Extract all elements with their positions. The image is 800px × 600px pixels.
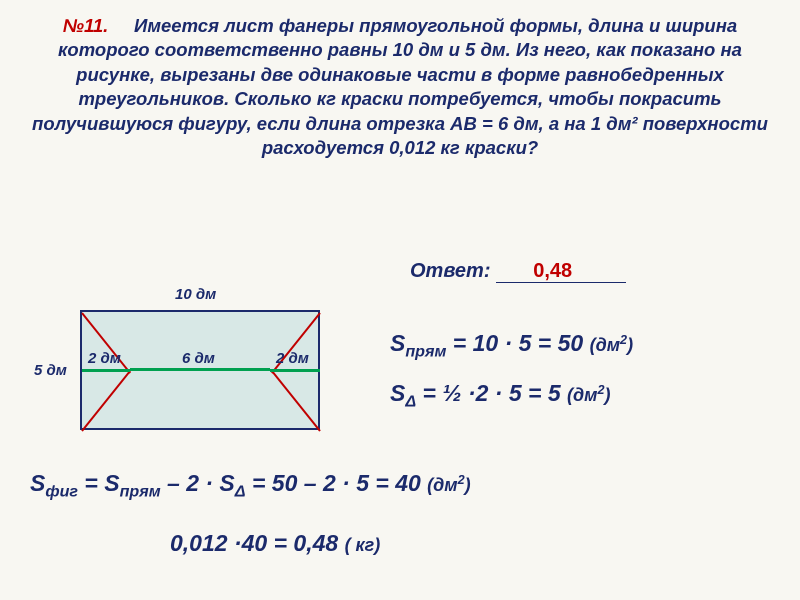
eq-s-rect: Sпрям = 10 · 5 = 50 (дм2) [390,330,633,362]
label-2dm-left: 2 дм [88,350,121,367]
problem-number: №11. [63,15,109,36]
label-left: 5 дм [34,362,67,379]
eq-final: 0,012 ·40 = 0,48 ( кг) [170,530,380,557]
problem-text: Имеется лист фанеры прямоугольной формы,… [32,15,768,158]
seg-right [270,369,320,372]
label-top: 10 дм [175,286,216,303]
label-6dm: 6 дм [182,350,215,367]
problem-statement: №11. Имеется лист фанеры прямоугольной ф… [0,0,800,160]
label-2dm-right: 2 дм [276,350,309,367]
diagram: 10 дм 5 дм 2 дм 6 дм 2 дм [50,280,350,460]
eq-s-tri: SΔ = ½ ·2 · 5 = 5 (дм2) [390,380,610,412]
answer: Ответ: 0,48 [410,260,626,283]
seg-left [82,369,130,372]
answer-value: 0,48 [533,260,572,282]
eq-s-fig: Sфиг = Sпрям – 2 · SΔ = 50 – 2 · 5 = 40 … [30,470,471,502]
seg-ab [130,368,270,371]
answer-label: Ответ: [410,260,491,282]
